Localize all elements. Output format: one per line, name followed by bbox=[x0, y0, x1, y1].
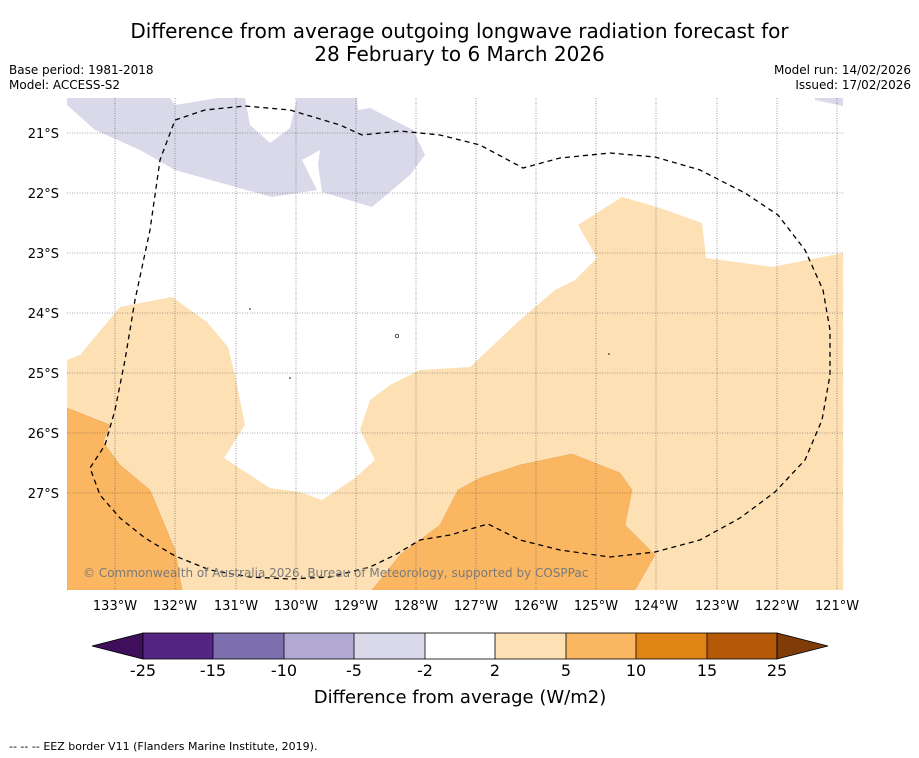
colorbar-tick: -25 bbox=[130, 661, 156, 680]
lon-label: 121°W bbox=[815, 599, 859, 614]
issued-date: Issued: 17/02/2026 bbox=[795, 78, 911, 92]
colorbar-extend-low bbox=[91, 632, 144, 660]
lon-label: 127°W bbox=[454, 599, 498, 614]
anomaly-minus-5-to-minus-2-region bbox=[67, 98, 425, 207]
lon-label: 131°W bbox=[214, 599, 258, 614]
map-title-line2: 28 February to 6 March 2026 bbox=[314, 42, 605, 66]
colorbar-segment bbox=[566, 633, 637, 659]
eez-legend: -- -- -- EEZ border V11 (Flanders Marine… bbox=[9, 740, 317, 753]
colorbar-tick: 2 bbox=[490, 661, 500, 680]
colorbar-tick: 25 bbox=[767, 661, 787, 680]
lon-label: 129°W bbox=[334, 599, 378, 614]
latitude-labels: 21°S 22°S 23°S 24°S 25°S 26°S 27°S bbox=[28, 127, 59, 502]
lon-label: 132°W bbox=[153, 599, 197, 614]
small-island-marker bbox=[289, 377, 291, 379]
model-name: Model: ACCESS-S2 bbox=[9, 78, 121, 92]
colorbar-tick: 10 bbox=[626, 661, 646, 680]
lat-label: 25°S bbox=[28, 367, 59, 382]
lon-label: 124°W bbox=[634, 599, 678, 614]
anomaly-minus-5-to-minus-2-east-patch bbox=[815, 98, 843, 106]
small-island-marker bbox=[608, 353, 610, 355]
map-title-line1: Difference from average outgoing longwav… bbox=[130, 19, 789, 43]
gridlines bbox=[67, 98, 843, 590]
anomaly-5-to-10-south-region bbox=[371, 453, 656, 590]
colorbar-segment bbox=[354, 633, 425, 659]
colorbar-tick: -5 bbox=[346, 661, 362, 680]
lat-label: 23°S bbox=[28, 247, 59, 262]
colorbar-segment bbox=[495, 633, 566, 659]
lat-label: 27°S bbox=[28, 487, 59, 502]
lat-label: 22°S bbox=[28, 187, 59, 202]
model-run: Model run: 14/02/2026 bbox=[773, 63, 911, 77]
eez-border bbox=[89, 105, 831, 580]
colorbar-segment bbox=[425, 633, 496, 659]
colorbar-outline bbox=[142, 632, 778, 660]
lat-label: 24°S bbox=[28, 307, 59, 322]
colorbar bbox=[91, 632, 829, 660]
lon-label: 128°W bbox=[394, 599, 438, 614]
lat-label: 26°S bbox=[28, 427, 59, 442]
colorbar-tick: 15 bbox=[697, 661, 717, 680]
colorbar-tick: -15 bbox=[200, 661, 226, 680]
colorbar-tick: -10 bbox=[271, 661, 297, 680]
base-period: Base period: 1981-2018 bbox=[9, 63, 154, 77]
small-island-marker bbox=[249, 308, 251, 310]
anomaly-5-to-10-west-region bbox=[67, 407, 183, 590]
map-area: © Commonwealth of Australia 2026, Bureau… bbox=[67, 98, 843, 590]
colorbar-segment bbox=[284, 633, 355, 659]
lon-label: 125°W bbox=[574, 599, 618, 614]
longitude-labels: 133°W 132°W 131°W 130°W 129°W 128°W 127°… bbox=[93, 599, 859, 614]
eez-legend-symbol: -- -- -- bbox=[9, 740, 40, 753]
lon-label: 126°W bbox=[514, 599, 558, 614]
colorbar-extend-high bbox=[776, 632, 829, 660]
lat-label: 21°S bbox=[28, 127, 59, 142]
colorbar-ticks: -25 -15 -10 -5 -2 2 5 10 15 25 bbox=[130, 661, 787, 680]
colorbar-segment bbox=[707, 633, 778, 659]
lon-label: 133°W bbox=[93, 599, 137, 614]
eez-legend-text: EEZ border V11 (Flanders Marine Institut… bbox=[43, 740, 318, 753]
colorbar-segment bbox=[636, 633, 707, 659]
copyright-notice: © Commonwealth of Australia 2026, Bureau… bbox=[83, 566, 588, 580]
colorbar-label: Difference from average (W/m2) bbox=[314, 687, 606, 708]
lon-label: 130°W bbox=[274, 599, 318, 614]
colorbar-tick: -2 bbox=[417, 661, 433, 680]
colorbar-segment bbox=[213, 633, 284, 659]
lon-label: 122°W bbox=[755, 599, 799, 614]
colorbar-tick: 5 bbox=[561, 661, 571, 680]
colorbar-segment bbox=[143, 633, 214, 659]
anomaly-2-to-5-region bbox=[67, 197, 843, 590]
small-island-marker bbox=[394, 333, 400, 339]
lon-label: 123°W bbox=[695, 599, 739, 614]
